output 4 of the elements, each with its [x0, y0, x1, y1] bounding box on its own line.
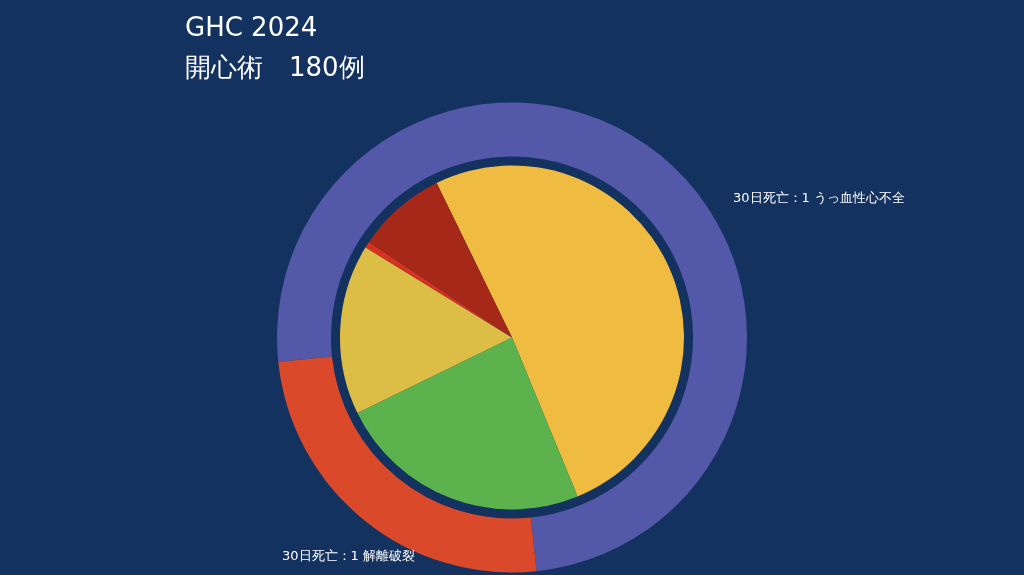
- slice-label: 30日死亡：1 解離破裂: [282, 548, 415, 564]
- slice-label: 30日死亡：1 うっ血性心不全: [733, 190, 905, 206]
- chart-subtitle: 開心術 180例: [185, 51, 365, 84]
- chart-title: GHC 2024: [185, 11, 318, 44]
